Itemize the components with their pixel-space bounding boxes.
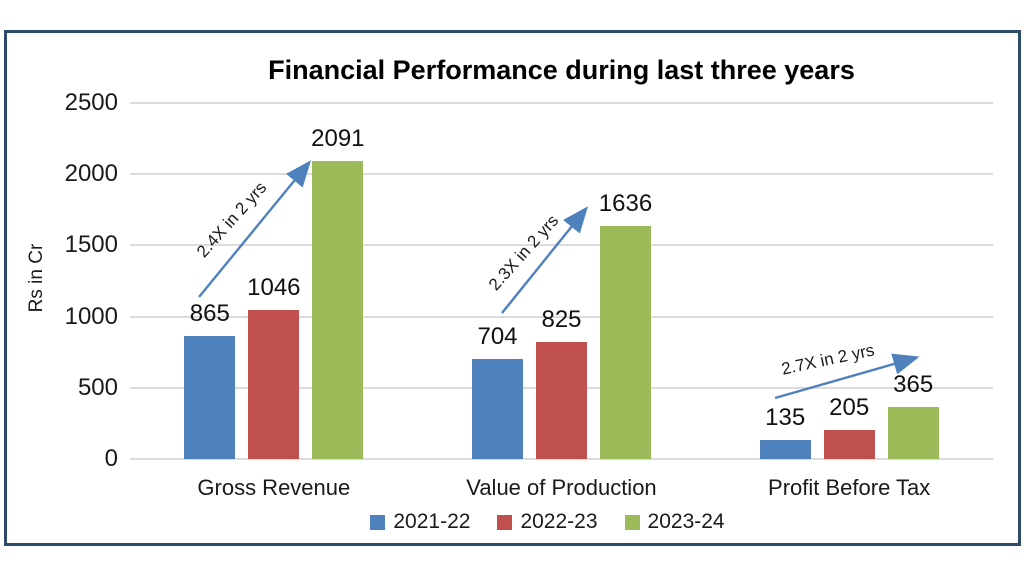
gridline-1000 xyxy=(130,315,993,318)
legend-item-2023-24: 2023-24 xyxy=(624,510,725,534)
legend-item-2022-23: 2022-23 xyxy=(497,510,598,534)
bar-value-2021-22-value-of-production: 704 xyxy=(477,322,518,350)
legend-label-2021-22: 2021-22 xyxy=(393,510,471,533)
y-tick-label-2500: 2500 xyxy=(64,89,118,116)
x-axis-label-value-of-production: Value of Production xyxy=(466,475,657,500)
y-tick-label-2000: 2000 xyxy=(64,160,118,188)
chart-title: Financial Performance during last three … xyxy=(268,55,855,85)
y-tick-label-0: 0 xyxy=(104,445,118,472)
annotation-value-of-production: 2.3X in 2 yrs xyxy=(484,211,563,295)
bar-2022-23-gross-revenue xyxy=(248,310,300,459)
bar-2023-24-profit-before-tax xyxy=(887,407,939,459)
bar-value-2023-24-profit-before-tax: 365 xyxy=(893,371,934,399)
bar-2021-22-value-of-production xyxy=(472,358,523,459)
y-tick-label-1500: 1500 xyxy=(64,231,118,259)
legend-swatch-2023-24 xyxy=(624,514,640,530)
trend-arrows-layer xyxy=(198,160,920,400)
x-axis-label-profit-before-tax: Profit Before Tax xyxy=(768,475,931,500)
gridline-0 xyxy=(130,458,993,460)
gridline-2000 xyxy=(130,173,993,176)
bar-value-2021-22-gross-revenue: 865 xyxy=(189,299,230,327)
chart-legend: 2021-22 2022-23 2023-24 xyxy=(116,509,979,535)
bar-2022-23-profit-before-tax xyxy=(823,429,875,459)
legend-label-2023-24: 2023-24 xyxy=(647,510,725,533)
bar-value-2023-24-value-of-production: 1636 xyxy=(598,190,653,218)
bar-value-2023-24-gross-revenue: 2091 xyxy=(311,125,365,153)
legend-swatch-2021-22 xyxy=(370,514,386,530)
bar-2023-24-gross-revenue xyxy=(312,161,364,459)
legend-label-2022-23: 2022-23 xyxy=(520,510,598,533)
gridline-2500 xyxy=(130,102,993,104)
gridline-1500 xyxy=(130,244,993,247)
legend-item-2021-22: 2021-22 xyxy=(370,510,470,534)
legend-swatch-2022-23 xyxy=(497,514,513,530)
bar-2021-22-gross-revenue xyxy=(184,335,236,459)
x-axis-label-gross-revenue: Gross Revenue xyxy=(197,475,351,500)
bar-2022-23-value-of-production xyxy=(536,341,587,459)
y-tick-label-1000: 1000 xyxy=(64,302,118,330)
annotation-gross-revenue: 2.4X in 2 yrs xyxy=(192,178,271,262)
bar-2023-24-value-of-production xyxy=(600,226,651,459)
chart-frame: Financial Performance during last three … xyxy=(4,30,1021,546)
bar-2021-22-profit-before-tax xyxy=(759,439,811,459)
y-tick-label-500: 500 xyxy=(77,373,118,401)
bar-value-2021-22-profit-before-tax: 135 xyxy=(765,403,806,431)
